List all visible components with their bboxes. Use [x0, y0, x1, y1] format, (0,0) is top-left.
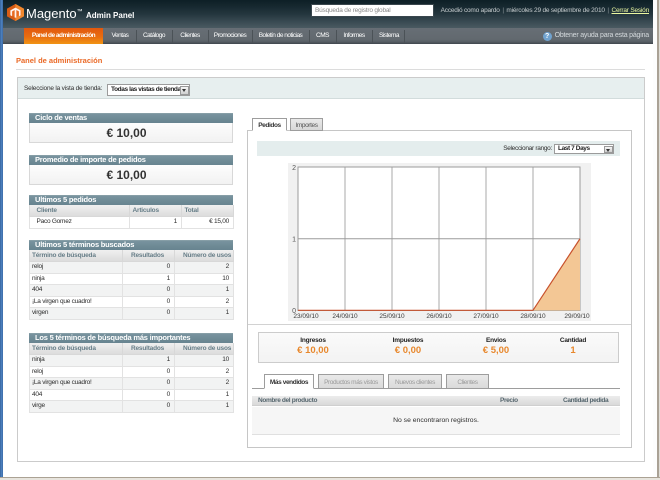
- svg-text:0: 0: [292, 308, 296, 315]
- svg-text:28/09/10: 28/09/10: [520, 313, 546, 320]
- svg-text:27/09/10: 27/09/10: [473, 313, 499, 320]
- svg-text:2: 2: [292, 165, 296, 172]
- svg-text:26/09/10: 26/09/10: [426, 313, 452, 320]
- svg-text:25/09/10: 25/09/10: [379, 313, 405, 320]
- svg-text:24/09/10: 24/09/10: [332, 313, 358, 320]
- svg-text:1: 1: [292, 237, 296, 244]
- svg-text:23/09/10: 23/09/10: [293, 313, 319, 320]
- svg-text:29/09/10: 29/09/10: [564, 313, 590, 320]
